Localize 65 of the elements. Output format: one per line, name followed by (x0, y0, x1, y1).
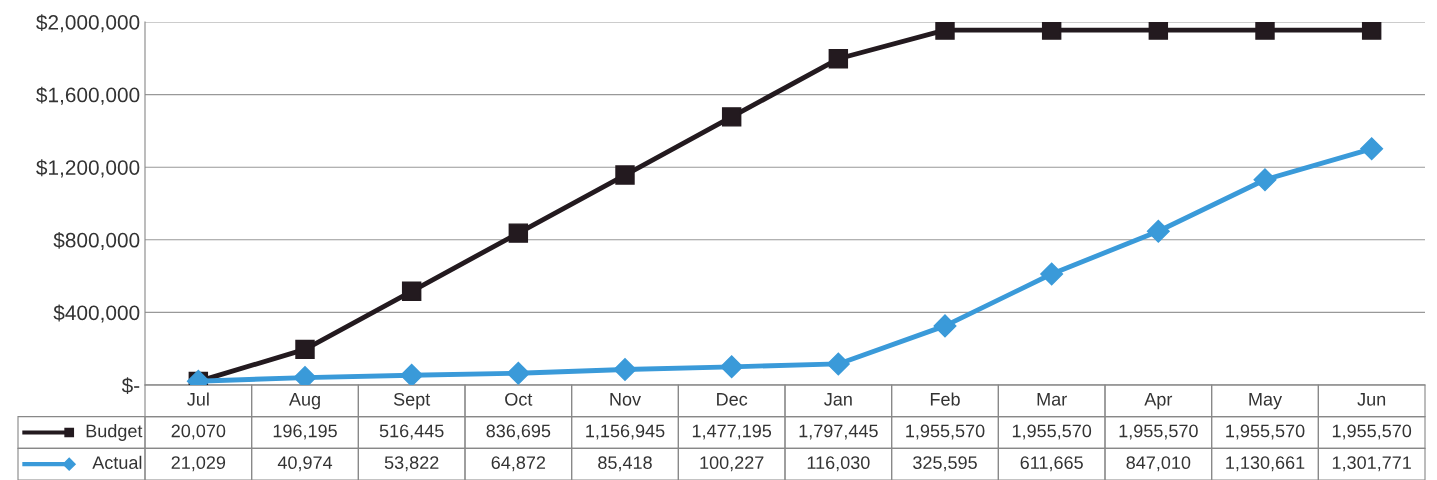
data-label: 40,974 (277, 456, 333, 472)
data-label: 836,695 (486, 424, 551, 440)
point (1360, 137, 1384, 161)
x-tick-label: Jan (824, 393, 852, 406)
point (1148, 22, 1169, 40)
y-tick-label: $2,000,000 (36, 14, 140, 33)
point (720, 355, 744, 379)
data-label: 53,822 (384, 456, 439, 472)
y-tick-label: $1,200,000 (36, 159, 140, 178)
data-label: 20,070 (171, 424, 226, 440)
data-label: 85,418 (598, 456, 652, 472)
data-label: 116,030 (807, 456, 870, 472)
point (828, 49, 849, 69)
data-label: 847,010 (1126, 456, 1191, 472)
data-label: 516,445 (379, 424, 444, 440)
y-tick-label: $400,000 (53, 304, 140, 323)
x-tick-label: Oct (505, 392, 533, 406)
x-tick-label: Apr (1144, 393, 1173, 410)
x-tick-label: Aug (288, 393, 320, 410)
data-label: 611,665 (1020, 456, 1083, 472)
point (506, 361, 530, 385)
data-label: 325,595 (913, 456, 977, 472)
point (1255, 22, 1275, 40)
x-tick-label: Jul (187, 392, 209, 406)
point (1361, 22, 1382, 40)
point (826, 352, 850, 376)
x-tick-label: Jun (1357, 393, 1386, 406)
data-label: 1,955,570 (1332, 424, 1412, 440)
data-label: 1,955,570 (1119, 424, 1198, 440)
y-tick-label: $- (121, 377, 140, 394)
point (615, 165, 635, 185)
point (508, 223, 529, 243)
data-label: 1,797,445 (799, 424, 878, 440)
x-tick-label: Sept (393, 392, 431, 410)
legend-label: Budget (86, 424, 143, 441)
point (1040, 262, 1064, 286)
point (933, 314, 957, 338)
x-tick-label: Mar (1037, 393, 1067, 406)
point (613, 357, 637, 381)
y-tick-label: $1,600,000 (36, 86, 140, 105)
data-label: 64,872 (491, 456, 546, 472)
x-tick-label: Dec (717, 393, 748, 406)
x-tick-label: Feb (930, 392, 960, 406)
x-tick-label: May (1249, 393, 1283, 410)
data-label: 196,195 (273, 424, 337, 440)
point (1146, 219, 1170, 243)
y-tick-label: $800,000 (53, 231, 140, 251)
data-label: 1,955,570 (1012, 424, 1092, 440)
data-label: 1,477,195 (692, 424, 772, 440)
point (295, 339, 315, 360)
data-label: 1,955,570 (1226, 424, 1305, 440)
data-label: 1,955,570 (906, 424, 985, 440)
data-label: 1,130,661 (1226, 456, 1305, 472)
point (1253, 168, 1277, 192)
data-label: 100,227 (700, 456, 764, 472)
data-label: 1,156,945 (586, 424, 665, 440)
point (721, 107, 742, 127)
point (1041, 22, 1062, 40)
data-label: 21,029 (171, 456, 226, 472)
point (935, 22, 955, 40)
point (401, 281, 422, 301)
data-label: 1,301,771 (1332, 456, 1411, 472)
x-tick-label: Nov (610, 393, 641, 406)
legend-label: Actual (92, 455, 142, 470)
point (400, 363, 424, 385)
